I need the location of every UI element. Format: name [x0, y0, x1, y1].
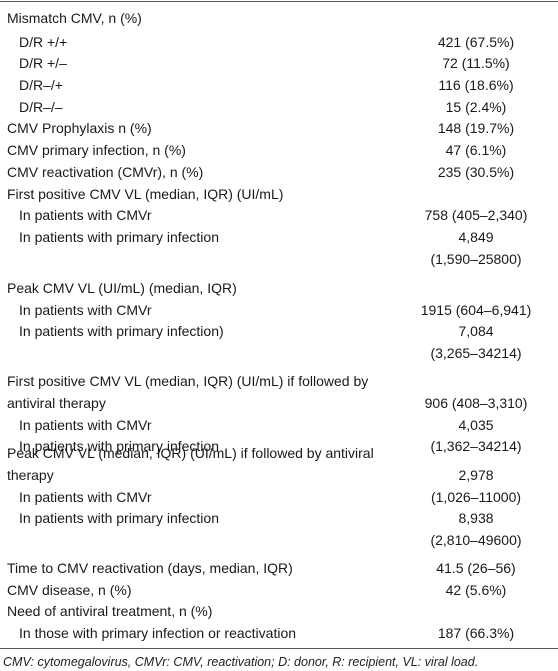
row-label: In patients with primary infection [19, 438, 219, 454]
row-label: In patients with primary infection) [19, 323, 224, 339]
row-value: 8,938 [458, 510, 494, 526]
row-value: 1915 (604–6,941) [420, 302, 532, 318]
row-value: 4,035 [458, 417, 494, 433]
row-label: Peak CMV VL (median, IQR) (UI/mL) if fol… [7, 445, 374, 461]
row-label: CMV Prophylaxis n (%) [7, 120, 152, 136]
row-value: (1,026–11000) [430, 489, 522, 505]
row-label: D/R–/+ [19, 77, 63, 93]
row-value: (3,265–34214) [430, 345, 522, 361]
row-value: 758 (405–2,340) [424, 207, 528, 223]
bottom-rule [0, 648, 558, 649]
row-label: Time to CMV reactivation (days, median, … [7, 560, 293, 576]
row-value: 235 (30.5%) [437, 164, 515, 180]
row-value: 41.5 (26–56) [436, 560, 516, 576]
row-value: 116 (18.6%) [438, 77, 514, 93]
row-value: 47 (6.1%) [445, 142, 507, 158]
row-value: 42 (5.6%) [445, 582, 507, 598]
row-label: First positive CMV VL (median, IQR) (UI/… [7, 373, 369, 389]
row-label: CMV primary infection, n (%) [7, 142, 186, 158]
row-value: 72 (11.5%) [442, 55, 510, 71]
footnote: CMV: cytomegalovirus, CMVr: CMV, reactiv… [3, 655, 479, 669]
row-value: 7,084 [458, 323, 494, 339]
row-label: First positive CMV VL (median, IQR) (UI/… [7, 186, 284, 202]
row-label: CMV disease, n (%) [7, 582, 132, 598]
row-label: CMV reactivation (CMVr), n (%) [7, 164, 204, 180]
row-label: therapy [7, 467, 54, 483]
row-value: (2,810–49600) [430, 532, 522, 548]
row-value: 148 (19.7%) [437, 120, 515, 136]
row-label: In patients with CMVr [19, 302, 152, 318]
row-label: In patients with primary infection [19, 510, 219, 526]
row-label: In patients with CMVr [19, 489, 152, 505]
row-label: Need of antiviral treatment, n (%) [7, 603, 213, 619]
row-label: In patients with primary infection [19, 229, 219, 245]
row-value: 2,978 [458, 467, 494, 483]
row-value: (1,590–25800) [430, 251, 522, 267]
row-label: In patients with CMVr [19, 207, 152, 223]
row-value: 421 (67.5%) [437, 34, 515, 50]
row-label: D/R +/– [19, 55, 67, 71]
row-label: antiviral therapy [7, 395, 106, 411]
row-label: D/R–/– [19, 99, 63, 115]
top-rule [0, 1, 558, 2]
row-value: 187 (66.3%) [437, 625, 515, 641]
row-label: In patients with CMVr [19, 417, 152, 433]
row-label: Mismatch CMV, n (%) [7, 10, 142, 26]
row-label: Peak CMV VL (UI/mL) (median, IQR) [7, 280, 237, 296]
row-label: D/R +/+ [19, 34, 68, 50]
row-value: 906 (408–3,310) [424, 395, 528, 411]
row-value: (1,362–34214) [430, 438, 522, 454]
row-value: 15 (2.4%) [445, 99, 507, 115]
row-value: 4,849 [458, 229, 494, 245]
row-label: In those with primary infection or react… [19, 625, 297, 641]
